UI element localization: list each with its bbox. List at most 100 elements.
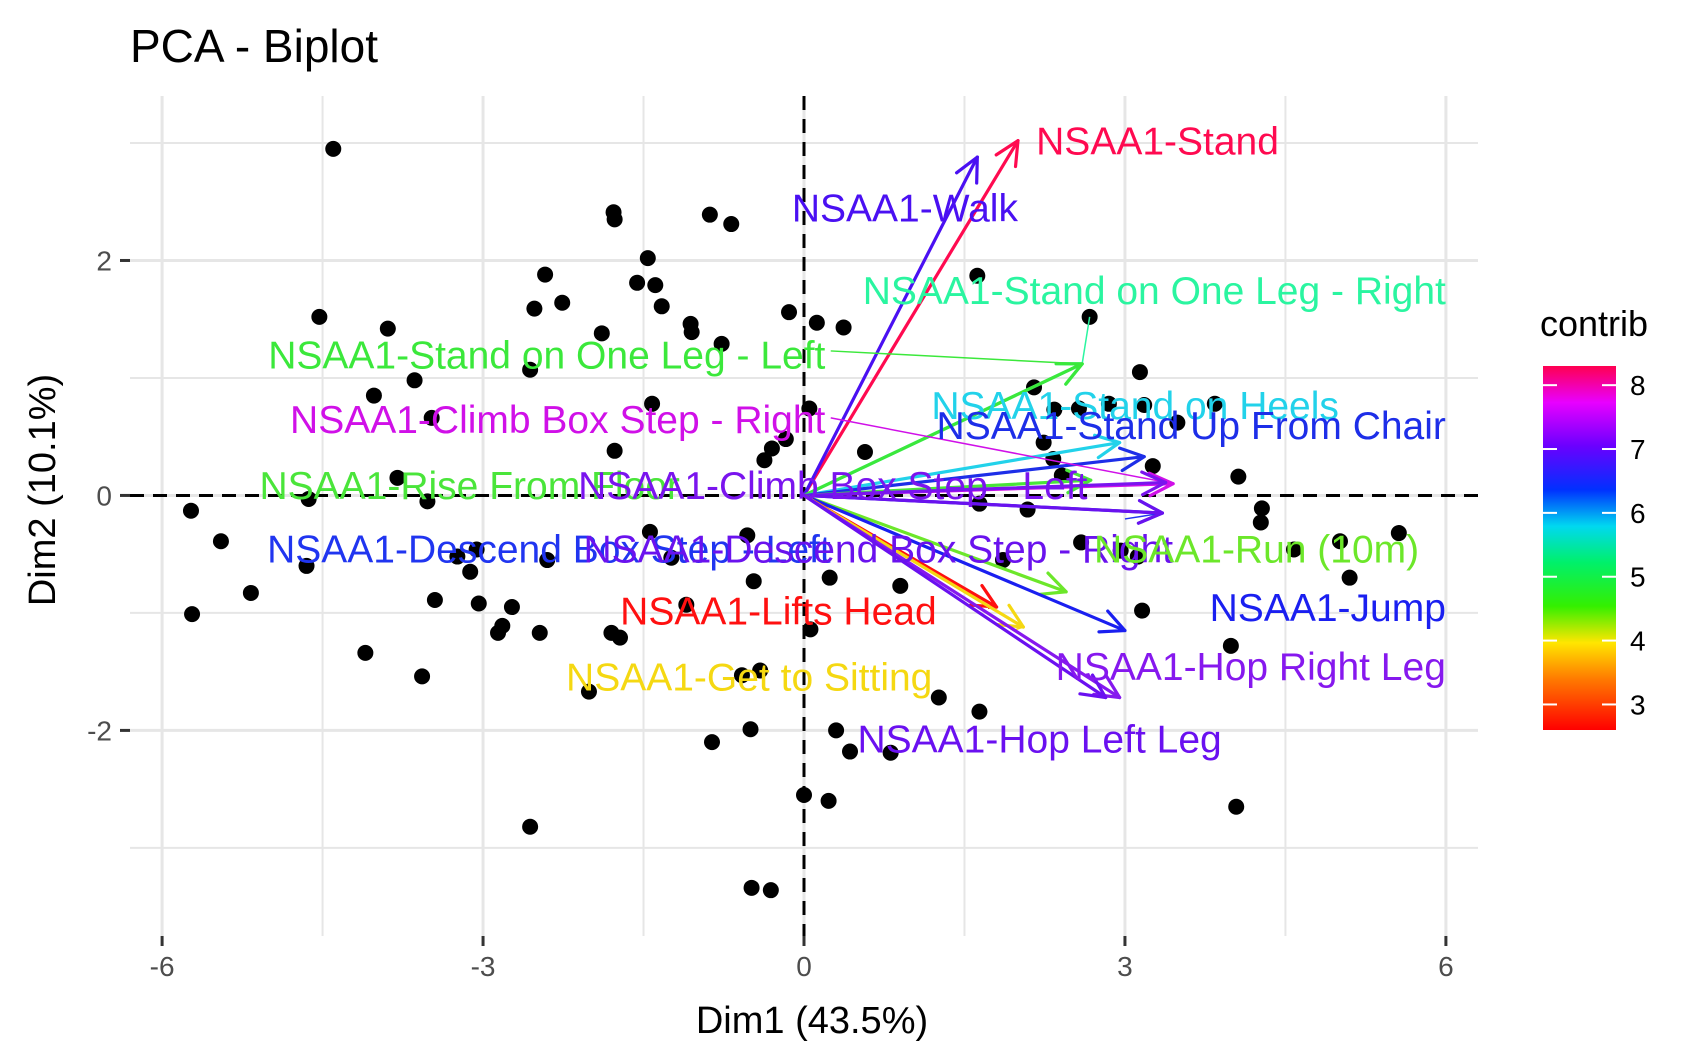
individual-point bbox=[723, 216, 740, 233]
individual-point bbox=[1134, 602, 1151, 619]
individual-point bbox=[1390, 525, 1407, 542]
variable-arrowhead bbox=[1038, 571, 1068, 596]
individual-point bbox=[522, 361, 539, 378]
variable-arrowhead bbox=[1065, 468, 1093, 495]
variable-arrowhead bbox=[1140, 470, 1168, 497]
individual-point bbox=[311, 308, 328, 325]
variable-arrowhead bbox=[1147, 471, 1175, 498]
individual-point bbox=[1169, 414, 1186, 431]
individual-point bbox=[763, 440, 780, 457]
variable-label: NSAA1-Get to Sitting bbox=[566, 656, 932, 699]
x-tick-label: -3 bbox=[471, 951, 496, 982]
legend-ticks: 3 4 5 6 7 8 bbox=[1543, 370, 1646, 720]
individual-point bbox=[820, 792, 837, 809]
individual-point bbox=[969, 267, 986, 284]
variable-arrow bbox=[802, 480, 1168, 498]
variable-label: NSAA1-Climb Box Step - Right bbox=[290, 399, 826, 442]
individual-point bbox=[752, 662, 769, 679]
x-tick-label: 6 bbox=[1438, 951, 1454, 982]
individual-point bbox=[468, 541, 485, 558]
variable-arrowhead bbox=[1078, 673, 1108, 700]
legend-tick-label: 5 bbox=[1630, 562, 1646, 593]
individual-point bbox=[641, 523, 658, 540]
y-axis-title: Dim2 (10.1%) bbox=[22, 374, 64, 606]
individual-point bbox=[994, 552, 1011, 569]
variable-label: NSAA1-Stand on One Leg - Left bbox=[268, 334, 825, 377]
individual-point bbox=[1035, 434, 1052, 451]
variable-label: NSAA1-Stand bbox=[1036, 121, 1279, 164]
individual-point bbox=[242, 584, 259, 601]
y-tick-label: -2 bbox=[87, 715, 112, 746]
variable-arrow bbox=[802, 455, 1146, 498]
individual-point bbox=[745, 573, 762, 590]
individual-point bbox=[796, 787, 812, 804]
legend-tick-label: 3 bbox=[1630, 689, 1646, 720]
individual-point bbox=[539, 552, 556, 569]
variable-label: NSAA1-Walk bbox=[792, 188, 1019, 231]
individual-point bbox=[683, 324, 700, 341]
variable-arrow bbox=[802, 139, 1020, 498]
individual-point bbox=[426, 592, 443, 608]
individual-point bbox=[971, 703, 988, 720]
variable-arrow bbox=[802, 493, 1068, 594]
individual-point bbox=[713, 335, 730, 352]
variable-label: NSAA1-Rise From Floor bbox=[259, 465, 679, 508]
individual-point bbox=[611, 629, 628, 646]
individual-point bbox=[503, 599, 520, 616]
individual-point bbox=[184, 606, 201, 623]
variable-label: NSAA1-Hop Left Leg bbox=[857, 719, 1221, 762]
individual-point bbox=[733, 667, 750, 684]
individual-point bbox=[663, 549, 680, 566]
variable-label: NSAA1-Run (10m) bbox=[1094, 528, 1419, 571]
individual-point bbox=[1230, 468, 1247, 485]
individual-point bbox=[1341, 569, 1358, 586]
legend: contrib 3 4 5 6 7 8 bbox=[1540, 303, 1648, 730]
individual-point bbox=[470, 595, 487, 612]
variable-arrows bbox=[802, 139, 1175, 700]
individual-point bbox=[739, 527, 756, 544]
x-tick-label: 3 bbox=[1117, 951, 1133, 982]
individual-point bbox=[701, 206, 718, 223]
individual-point bbox=[835, 319, 852, 336]
variable-label: NSAA1-Jump bbox=[1210, 587, 1446, 630]
variable-arrowhead bbox=[954, 155, 979, 185]
individual-point bbox=[1252, 514, 1269, 531]
chart-title: PCA - Biplot bbox=[130, 20, 378, 72]
individual-point bbox=[1228, 798, 1245, 815]
individual-point bbox=[406, 372, 423, 389]
individual-point bbox=[300, 490, 317, 507]
individual-point bbox=[182, 502, 199, 519]
individual-point bbox=[762, 882, 779, 899]
plot-panel: -6 -3 0 3 6-202 NSAA1-StandNSAA1-WalkNSAA1-S… bbox=[87, 96, 1478, 982]
individual-point bbox=[526, 300, 543, 317]
variable-label: NSAA1-Descend Box Step - Right bbox=[583, 528, 1173, 571]
individual-point bbox=[1070, 400, 1087, 417]
variable-label: NSAA1-Stand on Heels bbox=[931, 385, 1339, 428]
individual-point bbox=[856, 443, 873, 460]
variable-label: NSAA1-Descend Box Step - Left bbox=[267, 528, 831, 571]
individual-point bbox=[703, 734, 720, 751]
individual-point bbox=[777, 431, 794, 448]
legend-tick-label: 7 bbox=[1630, 434, 1646, 465]
variable-arrow bbox=[802, 493, 1108, 700]
individual-point bbox=[742, 721, 759, 738]
individual-point bbox=[678, 596, 695, 613]
individual-point bbox=[365, 387, 382, 404]
individual-point bbox=[423, 409, 440, 426]
variable-label: NSAA1-Lifts Head bbox=[620, 591, 936, 634]
variable-label: NSAA1-Climb Box Step - Left bbox=[578, 465, 1088, 508]
variable-label: NSAA1-Stand Up From Chair bbox=[937, 405, 1446, 448]
individual-point bbox=[1129, 548, 1146, 565]
individual-point bbox=[449, 548, 466, 565]
variable-arrow bbox=[802, 440, 1122, 498]
individual-point bbox=[1144, 458, 1161, 475]
variable-arrowhead bbox=[1093, 433, 1122, 460]
individual-point bbox=[1331, 533, 1348, 550]
individual-point bbox=[1046, 401, 1063, 418]
variable-arrowhead bbox=[1054, 362, 1084, 386]
individual-point bbox=[593, 325, 610, 342]
individual-point bbox=[462, 563, 479, 580]
individual-point bbox=[419, 493, 436, 510]
label-leader-line bbox=[830, 350, 1083, 365]
